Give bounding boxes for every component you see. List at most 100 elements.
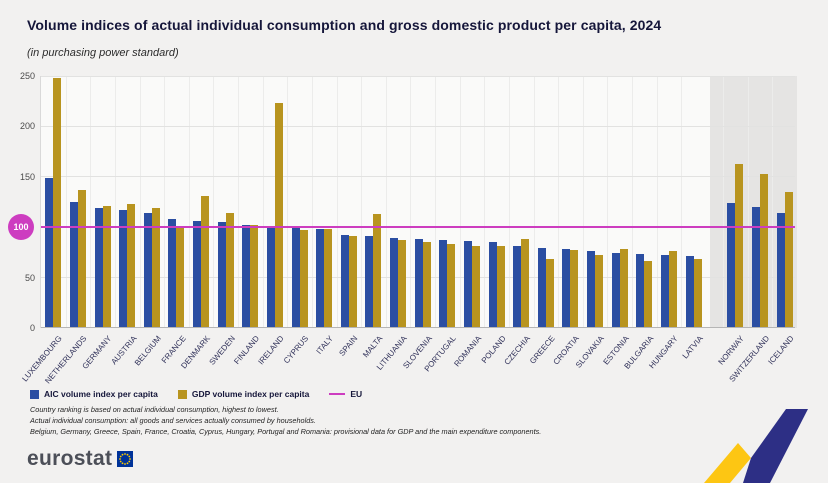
bar-gdp-italy: [324, 229, 333, 327]
bar-aic-slovakia: [587, 251, 596, 327]
vertical-gridline: [747, 76, 749, 328]
legend-aic-label: AIC volume index per capita: [44, 389, 158, 399]
footnotes: Country ranking is based on actual indiv…: [30, 405, 541, 438]
legend-eu-label: EU: [350, 389, 363, 399]
bar-aic-malta: [365, 236, 374, 327]
bar-gdp-slovakia: [595, 255, 604, 327]
bar-gdp-romania: [471, 246, 480, 327]
decorative-zigzag-graphic: [698, 405, 818, 483]
vertical-gridline: [533, 76, 535, 328]
bar-gdp-netherlands: [77, 189, 86, 327]
y-tick-label: 200: [19, 121, 35, 132]
bar-gdp-croatia: [570, 250, 579, 327]
vertical-gridline: [410, 76, 412, 328]
vertical-gridline: [238, 76, 239, 328]
bar-aic-portugal: [439, 240, 448, 327]
bar-gdp-sweden: [225, 213, 234, 327]
horizontal-gridline: [41, 75, 795, 77]
bar-aic-germany: [94, 208, 103, 327]
bar-gdp-denmark: [201, 196, 210, 327]
y-tick-label: 150: [19, 171, 35, 182]
bar-aic-estonia: [611, 253, 620, 327]
vertical-gridline: [213, 76, 215, 328]
vertical-gridline: [723, 76, 725, 328]
x-label-malta: MALTA: [361, 334, 385, 360]
bar-gdp-finland: [250, 225, 259, 327]
bar-gdp-hungary: [668, 251, 677, 327]
x-label-cyprus: CYPRUS: [282, 334, 311, 366]
bar-gdp-portugal: [447, 244, 456, 327]
bar-aic-italy: [316, 229, 325, 327]
bar-gdp-lithuania: [398, 240, 407, 327]
legend-item-gdp: GDP volume index per capita: [177, 389, 310, 399]
vertical-gridline: [287, 76, 289, 328]
bar-aic-sweden: [217, 222, 226, 327]
bar-gdp-spain: [348, 236, 357, 327]
eu-100-badge: 100: [8, 214, 34, 241]
bar-aic-norway: [727, 203, 736, 327]
vertical-gridline: [139, 76, 141, 328]
vertical-gridline: [385, 76, 387, 328]
bar-gdp-latvia: [693, 258, 702, 327]
bar-gdp-luxembourg: [53, 78, 62, 327]
bar-gdp-austria: [127, 204, 136, 327]
vertical-gridline: [656, 76, 658, 328]
vertical-gridline: [361, 76, 363, 328]
bar-gdp-cyprus: [299, 230, 308, 327]
bar-aic-france: [168, 219, 177, 327]
eu-flag-icon: [117, 451, 134, 467]
vertical-gridline: [65, 76, 67, 328]
vertical-gridline: [114, 76, 116, 328]
legend-gdp-label: GDP volume index per capita: [191, 389, 310, 399]
chart-title: Volume indices of actual individual cons…: [27, 17, 662, 33]
vertical-gridline: [508, 76, 510, 328]
bar-gdp-poland: [496, 246, 505, 327]
bar-aic-croatia: [562, 249, 571, 327]
vertical-gridline: [632, 76, 633, 328]
x-label-latvia: LATVIA: [680, 334, 705, 361]
vertical-gridline: [90, 76, 92, 328]
chart-legend: AIC volume index per capita GDP volume i…: [30, 389, 362, 399]
eu-reference-line: [41, 226, 795, 229]
vertical-gridline: [435, 76, 436, 328]
x-label-spain: SPAIN: [337, 334, 360, 358]
y-tick-label: 50: [24, 272, 35, 283]
bar-gdp-norway: [735, 163, 744, 327]
vertical-gridline: [311, 76, 313, 328]
vertical-gridline: [188, 76, 190, 328]
footnote-ranking: Country ranking is based on actual indiv…: [30, 405, 279, 414]
legend-item-aic: AIC volume index per capita: [30, 389, 158, 399]
bar-aic-spain: [340, 235, 349, 327]
vertical-gridline: [582, 76, 584, 328]
eurostat-logo-text: eurostat: [27, 447, 113, 470]
bar-aic-slovenia: [414, 239, 423, 327]
bar-gdp-germany: [102, 206, 111, 327]
x-label-italy: ITALY: [314, 334, 336, 356]
bar-aic-finland: [242, 225, 251, 327]
gdp-color-swatch: [177, 389, 187, 399]
footnote-provisional-data: Belgium, Germany, Greece, Spain, France,…: [30, 426, 542, 436]
horizontal-gridline: [41, 176, 795, 178]
eu-line-swatch: [329, 393, 346, 395]
bar-aic-poland: [488, 242, 497, 327]
bar-aic-lithuania: [390, 238, 399, 327]
bar-gdp-iceland: [784, 191, 793, 327]
eurostat-logo: eurostat: [27, 447, 134, 471]
bar-aic-greece: [537, 248, 546, 327]
plot-area: 0 50 100 150 200 250 LUXEMBOURG NETHERLANDS GERM…: [8, 71, 797, 385]
y-tick-label: 0: [29, 323, 35, 333]
x-axis-baseline: [41, 327, 795, 328]
footnote-aic-definition: Actual individual consumption: all goods…: [30, 415, 316, 425]
vertical-gridline: [459, 76, 461, 328]
bar-gdp-estonia: [619, 249, 628, 327]
vertical-gridline: [607, 76, 609, 328]
bar-aic-romania: [463, 241, 472, 327]
bar-gdp-ireland: [274, 103, 283, 327]
bar-aic-hungary: [660, 255, 669, 327]
vertical-gridline: [262, 76, 264, 328]
bar-aic-belgium: [143, 213, 152, 327]
vertical-gridline: [681, 76, 683, 328]
vertical-gridline: [558, 76, 560, 328]
bar-gdp-belgium: [151, 208, 160, 327]
bar-aic-ireland: [266, 226, 275, 327]
